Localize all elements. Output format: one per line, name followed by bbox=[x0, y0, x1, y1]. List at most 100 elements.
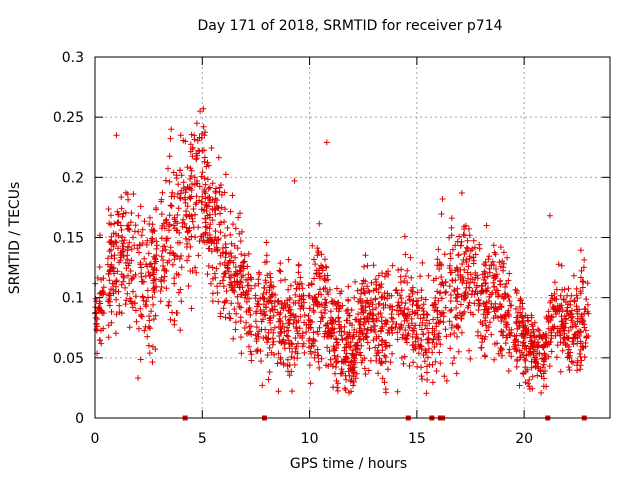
data-point bbox=[558, 313, 565, 320]
data-point bbox=[505, 277, 512, 284]
data-point bbox=[214, 283, 221, 290]
data-point bbox=[505, 368, 512, 374]
data-point bbox=[290, 311, 297, 318]
data-point bbox=[206, 211, 213, 218]
data-point bbox=[378, 359, 385, 366]
data-point bbox=[389, 350, 396, 357]
data-point bbox=[173, 175, 180, 182]
data-point bbox=[206, 194, 213, 200]
data-point bbox=[318, 262, 324, 269]
data-point bbox=[163, 285, 170, 292]
data-point bbox=[384, 366, 391, 373]
data-point bbox=[215, 154, 222, 161]
data-point bbox=[329, 316, 336, 323]
data-point bbox=[116, 302, 123, 309]
data-point bbox=[180, 137, 187, 144]
data-point bbox=[227, 208, 234, 215]
data-point bbox=[124, 226, 131, 232]
data-point bbox=[162, 177, 169, 184]
data-point bbox=[174, 253, 181, 260]
data-point bbox=[241, 258, 248, 265]
data-point bbox=[478, 344, 485, 351]
data-point bbox=[301, 319, 308, 326]
data-point bbox=[366, 303, 373, 310]
data-point bbox=[318, 355, 325, 362]
data-point bbox=[124, 290, 131, 297]
data-point bbox=[199, 193, 206, 200]
data-point bbox=[248, 323, 254, 330]
data-point bbox=[461, 226, 468, 232]
data-point bbox=[425, 272, 432, 279]
data-point bbox=[97, 300, 104, 307]
data-point bbox=[312, 294, 319, 301]
data-point bbox=[306, 362, 313, 369]
data-point bbox=[107, 239, 114, 246]
data-point bbox=[418, 373, 425, 380]
data-point bbox=[93, 326, 100, 333]
data-point bbox=[291, 314, 298, 321]
data-point bbox=[153, 252, 160, 259]
data-point bbox=[105, 322, 112, 329]
data-point bbox=[519, 305, 526, 312]
data-point bbox=[545, 312, 552, 319]
data-point bbox=[297, 313, 304, 320]
data-point bbox=[560, 335, 567, 342]
data-point bbox=[323, 277, 329, 284]
data-point bbox=[117, 257, 124, 264]
data-point bbox=[579, 343, 586, 350]
data-point bbox=[98, 327, 104, 334]
data-point bbox=[182, 196, 189, 203]
data-point bbox=[139, 240, 146, 246]
data-point bbox=[206, 199, 213, 206]
data-point bbox=[442, 326, 449, 333]
data-point bbox=[375, 311, 382, 318]
data-point bbox=[401, 335, 408, 342]
data-point bbox=[282, 339, 289, 346]
data-point bbox=[114, 268, 121, 275]
data-point bbox=[490, 304, 497, 311]
data-point bbox=[192, 264, 199, 271]
data-point bbox=[294, 281, 301, 288]
data-point bbox=[549, 323, 556, 330]
data-point bbox=[285, 307, 292, 314]
data-point bbox=[366, 288, 373, 295]
data-point bbox=[232, 254, 239, 261]
data-point bbox=[106, 277, 113, 284]
data-point bbox=[171, 317, 178, 324]
data-point bbox=[115, 219, 122, 225]
data-point bbox=[260, 308, 267, 315]
data-point bbox=[175, 181, 182, 188]
data-point bbox=[503, 280, 510, 287]
data-point bbox=[379, 270, 386, 277]
data-point bbox=[522, 326, 529, 333]
data-point bbox=[381, 379, 388, 386]
data-point bbox=[222, 314, 229, 321]
data-point bbox=[203, 163, 210, 170]
data-point bbox=[352, 316, 359, 323]
data-point bbox=[498, 346, 505, 353]
data-point bbox=[467, 309, 474, 316]
data-point bbox=[306, 305, 313, 312]
data-point bbox=[285, 317, 292, 324]
data-point bbox=[188, 167, 195, 174]
data-point bbox=[182, 235, 189, 242]
data-point bbox=[524, 318, 531, 325]
data-point bbox=[381, 352, 388, 359]
data-point bbox=[442, 278, 449, 285]
data-point bbox=[414, 307, 421, 314]
data-point bbox=[365, 315, 372, 322]
data-point bbox=[550, 306, 557, 313]
data-point bbox=[227, 231, 234, 238]
data-point bbox=[208, 240, 215, 246]
data-point bbox=[177, 286, 184, 293]
data-point bbox=[338, 366, 345, 373]
data-point bbox=[215, 236, 222, 243]
data-point bbox=[160, 257, 166, 264]
data-point bbox=[96, 337, 103, 344]
data-point bbox=[267, 317, 274, 324]
data-point bbox=[122, 189, 129, 196]
data-point bbox=[158, 225, 165, 232]
data-point bbox=[336, 321, 342, 328]
data-point bbox=[247, 328, 254, 335]
data-point bbox=[574, 362, 580, 369]
